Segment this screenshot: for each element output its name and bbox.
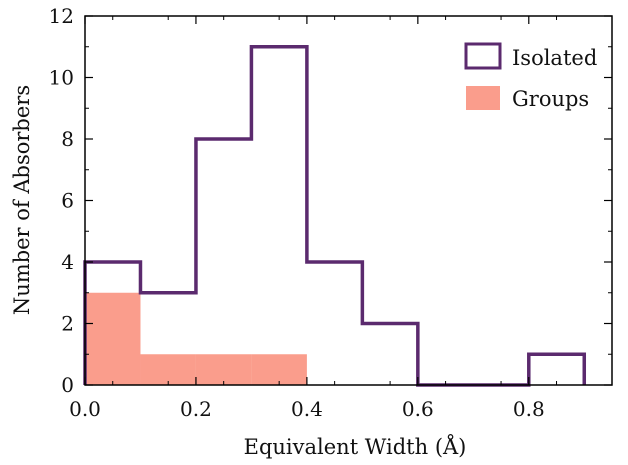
- groups-bar: [85, 292, 141, 385]
- x-tick-label: 0.8: [513, 397, 545, 421]
- x-tick-label: 0.0: [69, 397, 101, 421]
- y-tick-label: 4: [61, 250, 74, 274]
- groups-bar: [195, 354, 252, 385]
- y-tick-label: 2: [61, 312, 74, 336]
- y-tick-label: 12: [49, 4, 74, 28]
- y-tick-label: 10: [49, 66, 74, 90]
- y-tick-label: 6: [61, 189, 74, 213]
- legend-swatch-groups: [466, 86, 500, 110]
- x-axis-label: Equivalent Width (Å): [244, 434, 467, 459]
- isolated-steps: [83, 45, 587, 387]
- legend-label-groups: Groups: [512, 87, 589, 111]
- x-tick-label: 0.6: [402, 397, 434, 421]
- groups-bar: [140, 354, 196, 385]
- y-tick-label: 0: [61, 373, 74, 397]
- groups-bar: [251, 354, 307, 385]
- y-axis-label: Number of Absorbers: [10, 85, 34, 315]
- groups-bars: [85, 292, 307, 385]
- x-tick-label: 0.2: [180, 397, 212, 421]
- legend-label-isolated: Isolated: [512, 46, 597, 70]
- plot-frame: [84, 15, 613, 386]
- axis-ticks: [84, 15, 612, 386]
- y-tick-label: 8: [61, 127, 74, 151]
- x-tick-labels: 0.0 0.2 0.4 0.6 0.8: [69, 397, 545, 421]
- x-tick-label: 0.4: [291, 397, 323, 421]
- legend-swatch-isolated: [464, 42, 502, 70]
- legend: Isolated Groups: [464, 42, 597, 111]
- y-tick-labels: 0 2 4 6 8 10 12: [49, 4, 74, 397]
- isolated-step-line: [83, 45, 587, 387]
